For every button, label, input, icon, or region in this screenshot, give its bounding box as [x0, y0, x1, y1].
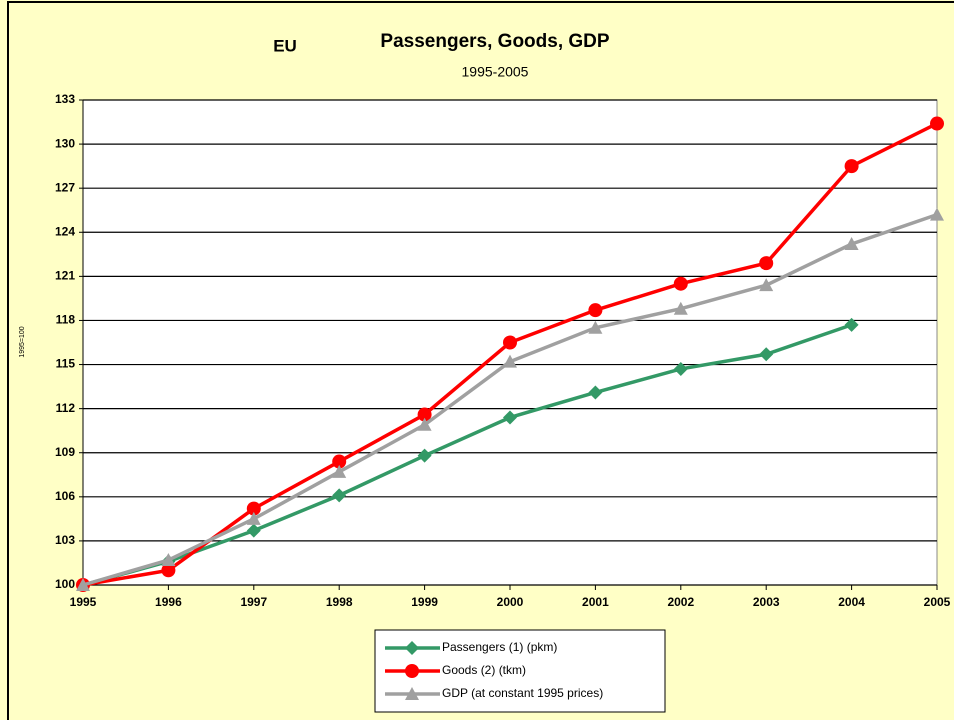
marker	[673, 301, 688, 315]
marker	[405, 664, 419, 678]
marker	[844, 237, 859, 251]
marker	[588, 385, 603, 400]
chart-title: Passengers, Goods, GDP	[380, 31, 609, 52]
y-tick-label: 124	[55, 224, 75, 238]
x-tick-label: 2003	[753, 595, 780, 609]
marker	[503, 335, 517, 350]
chart-subtitle: 1995-2005	[462, 64, 529, 80]
series-line	[82, 323, 853, 587]
marker	[246, 523, 261, 538]
marker	[246, 501, 261, 516]
x-tick-label: 2000	[497, 595, 524, 609]
marker	[930, 207, 944, 221]
marker	[930, 116, 944, 131]
y-tick-label: 106	[55, 489, 75, 503]
y-tick-label: 130	[55, 136, 75, 150]
marker	[405, 641, 419, 655]
chart-label: EU	[273, 36, 297, 55]
frame	[7, 1, 954, 720]
marker	[588, 320, 603, 334]
marker	[503, 354, 517, 368]
marker	[759, 256, 774, 271]
x-tick-label: 2002	[667, 595, 694, 609]
marker	[588, 303, 603, 318]
x-tick-label: 2005	[924, 595, 951, 609]
marker	[332, 454, 347, 469]
marker	[673, 361, 688, 376]
legend-label: Passengers (1) (pkm)	[442, 640, 557, 654]
y-axis-label: 1995=100	[19, 326, 26, 357]
marker	[759, 278, 774, 292]
y-tick-label: 133	[55, 92, 75, 106]
y-tick-label: 100	[55, 577, 75, 591]
y-tick-label: 115	[56, 357, 76, 371]
marker	[844, 159, 859, 174]
y-tick-label: 103	[55, 533, 75, 547]
marker	[161, 553, 176, 567]
x-tick-label: 1998	[326, 595, 353, 609]
x-tick-label: 2001	[582, 595, 609, 609]
legend-label: GDP (at constant 1995 prices)	[442, 686, 603, 700]
marker	[844, 317, 859, 332]
x-tick-label: 1995	[70, 595, 97, 609]
y-tick-label: 109	[55, 445, 75, 459]
marker	[417, 448, 432, 463]
x-tick-label: 1999	[411, 595, 438, 609]
marker	[405, 687, 419, 700]
marker	[161, 563, 176, 578]
y-tick-label: 118	[56, 313, 76, 327]
marker	[417, 407, 432, 422]
y-tick-label: 127	[55, 180, 75, 194]
x-tick-label: 1997	[240, 595, 267, 609]
marker	[759, 347, 774, 362]
marker	[246, 511, 261, 525]
marker	[417, 417, 432, 431]
y-tick-label: 121	[55, 269, 75, 283]
x-tick-label: 2004	[838, 595, 865, 609]
marker	[76, 578, 90, 591]
legend-label: Goods (2) (tkm)	[442, 663, 526, 677]
marker	[503, 410, 517, 425]
marker	[332, 488, 347, 503]
y-tick-label: 112	[56, 401, 76, 415]
marker	[673, 276, 688, 291]
marker	[332, 464, 347, 478]
x-tick-label: 1996	[155, 595, 182, 609]
